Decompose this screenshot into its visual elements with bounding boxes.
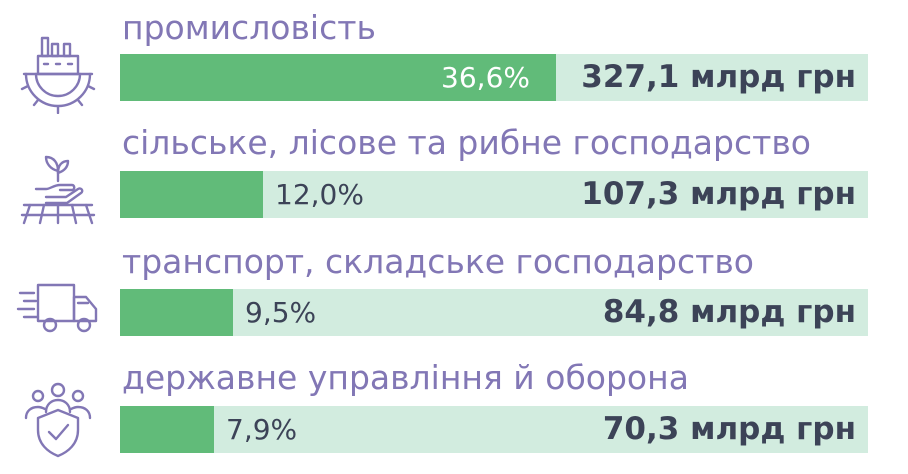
chart-row-government: державне управління й оборона 7,9% 70,3 … <box>0 352 908 470</box>
data-label-amount: 84,8 млрд грн <box>602 294 856 330</box>
bar-transport <box>120 289 233 336</box>
bar-track: 36,6% 327,1 млрд грн <box>120 54 868 101</box>
bar-agriculture <box>120 171 263 218</box>
category-label: державне управління й оборона <box>122 358 689 397</box>
category-label: промисловість <box>122 8 376 47</box>
bar-track: 7,9% 70,3 млрд грн <box>120 406 868 453</box>
category-label: транспорт, складське господарство <box>122 242 754 281</box>
bar-track: 12,0% 107,3 млрд грн <box>120 171 868 218</box>
data-label-amount: 70,3 млрд грн <box>602 411 856 447</box>
bar-industry <box>120 54 556 101</box>
industry-gear-icon <box>16 30 100 114</box>
chart-row-industry: промисловість 36,6% 327,1 млрд грн <box>0 0 908 118</box>
data-label-percent: 7,9% <box>226 413 298 446</box>
category-label: сільське, лісове та рибне господарство <box>122 123 811 162</box>
agriculture-hand-sprout-icon <box>16 147 100 231</box>
chart-row-agriculture: сільське, лісове та рибне господарство 1… <box>0 117 908 235</box>
bar-track: 9,5% 84,8 млрд грн <box>120 289 868 336</box>
data-label-percent: 9,5% <box>245 296 317 329</box>
data-label-percent: 36,6% <box>441 61 530 94</box>
data-label-percent: 12,0% <box>275 178 364 211</box>
people-shield-icon <box>16 380 100 464</box>
chart-row-transport: транспорт, складське господарство 9,5% 8… <box>0 235 908 353</box>
data-label-amount: 327,1 млрд грн <box>581 59 856 95</box>
delivery-truck-icon <box>16 263 100 347</box>
bar-government <box>120 406 214 453</box>
data-label-amount: 107,3 млрд грн <box>581 176 856 212</box>
